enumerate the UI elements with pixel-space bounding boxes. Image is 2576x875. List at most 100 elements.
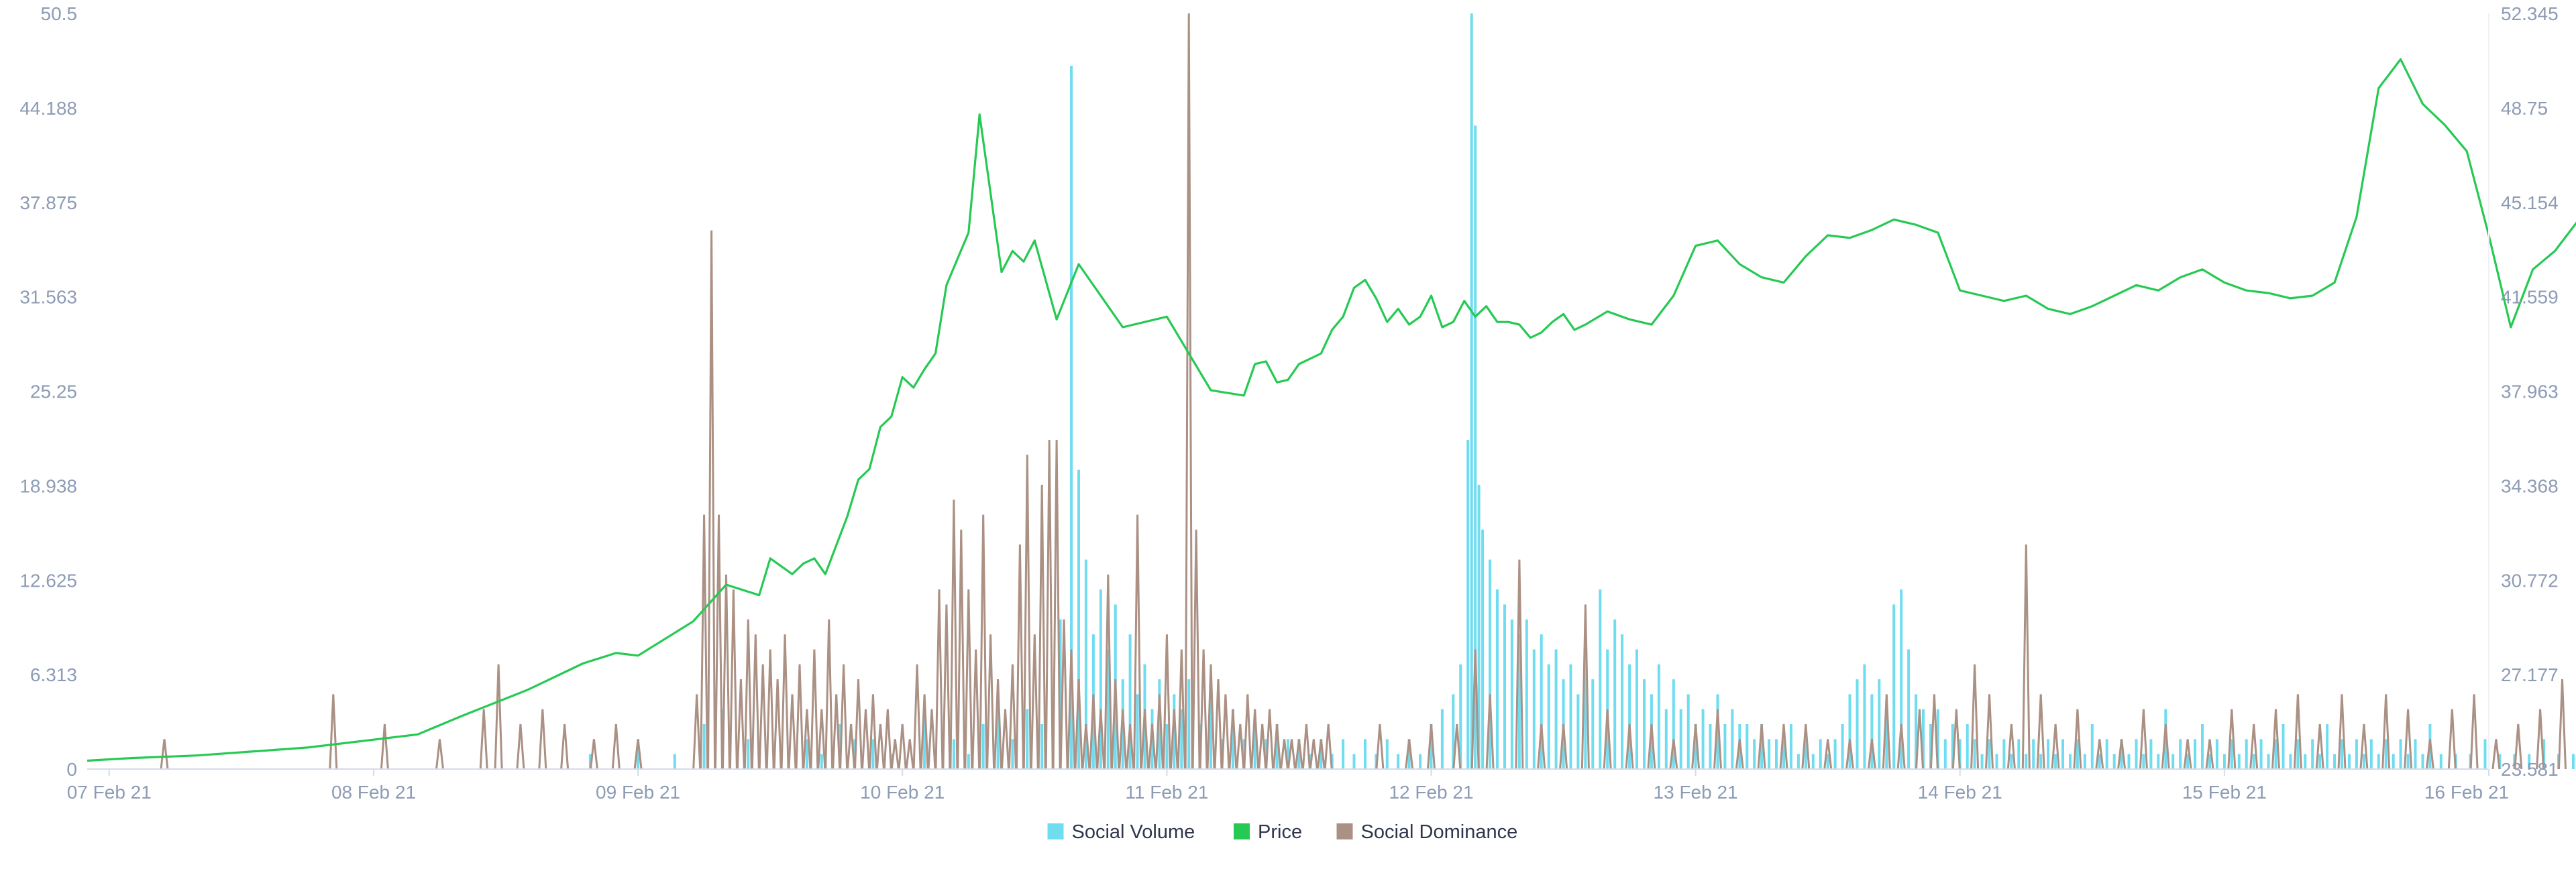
social-volume-bar — [2025, 754, 2028, 769]
social-volume-bar — [1988, 739, 1991, 769]
social-dominance-bar — [964, 589, 973, 770]
social-dominance-bar — [1287, 739, 1296, 770]
social-dominance-bar — [927, 709, 936, 770]
social-dominance-bar — [1001, 709, 1010, 770]
social-volume-bar — [871, 739, 875, 769]
social-volume-bar — [1709, 724, 1712, 769]
social-volume-bar — [2414, 739, 2417, 769]
y-right-tick-label: 27.177 — [2501, 664, 2559, 685]
social-dominance-bar — [1559, 723, 1568, 770]
social-volume-bar — [1870, 694, 1874, 769]
x-tick-label: 13 Feb 21 — [1654, 782, 1738, 803]
y-left-tick-label: 31.563 — [19, 287, 77, 308]
social-dominance-bar — [1647, 723, 1656, 770]
social-dominance-bar — [1067, 649, 1076, 770]
social-dominance-bar — [1405, 739, 1414, 770]
social-volume-bar — [1746, 724, 1749, 769]
social-volume-bar — [2369, 739, 2373, 769]
social-dominance-bar — [2469, 694, 2479, 770]
social-volume-bar — [1804, 739, 1807, 769]
legend-item[interactable]: Social Dominance — [1336, 821, 1518, 843]
social-volume-bar — [1397, 754, 1400, 769]
social-volume-bar — [1136, 694, 1139, 769]
legend-item[interactable]: Social Volume — [1047, 821, 1195, 843]
social-volume-bar — [2392, 754, 2395, 769]
social-volume-bar — [1419, 754, 1422, 769]
social-dominance-bar — [560, 723, 570, 770]
social-volume-bar — [1863, 664, 1866, 769]
y-right-tick-label: 48.75 — [2501, 98, 2548, 119]
social-volume-bar — [2282, 724, 2285, 769]
social-volume-bar — [2112, 754, 2116, 769]
social-volume-bar — [1474, 125, 1477, 769]
social-dominance-bar — [692, 694, 702, 770]
social-volume-bars — [588, 13, 2575, 770]
social-dominance-bar — [2117, 739, 2127, 770]
social-volume-bar — [1275, 724, 1279, 769]
social-dominance-bar — [435, 739, 444, 770]
social-dominance-bar — [1155, 694, 1164, 770]
social-volume-bar — [1811, 754, 1815, 769]
social-volume-bar — [1966, 724, 1969, 769]
social-dominance-bar — [1845, 739, 1854, 770]
social-volume-bar — [1180, 709, 1183, 769]
social-dominance-bar — [700, 514, 709, 770]
social-volume-bar — [2237, 754, 2241, 769]
social-volume-bar — [1723, 724, 1727, 769]
social-dominance-bar — [1485, 694, 1495, 770]
social-dominance-bar — [1228, 709, 1238, 770]
social-dominance-bar — [1199, 649, 1208, 770]
social-dominance-bar — [633, 739, 643, 770]
social-volume-bar — [1540, 634, 1543, 769]
social-volume-bar — [1731, 709, 1734, 769]
social-volume-bar — [2267, 754, 2270, 769]
social-dominance-bar — [1301, 723, 1311, 770]
social-volume-bar — [2318, 754, 2322, 769]
social-dominance-bar — [160, 739, 169, 770]
social-volume-bar — [923, 709, 926, 769]
social-volume-bar — [1547, 664, 1550, 769]
y-right-tick-label: 34.368 — [2501, 475, 2559, 496]
legend-item[interactable]: Price — [1234, 821, 1302, 843]
social-volume-bar — [2061, 739, 2064, 769]
social-volume-bar — [1628, 664, 1631, 769]
x-tick-label: 07 Feb 21 — [67, 782, 152, 803]
social-dominance-bar — [832, 694, 841, 770]
social-volume-bar — [2164, 709, 2167, 769]
social-volume-bar — [1352, 754, 1356, 769]
social-volume-bar — [2245, 739, 2248, 769]
social-volume-bar — [2069, 754, 2072, 769]
social-volume-bar — [2179, 739, 2182, 769]
social-volume-bar — [1841, 724, 1844, 769]
social-dominance-bar — [1177, 649, 1186, 770]
y-right-tick-label: 37.963 — [2501, 382, 2559, 402]
social-dominance-bar — [1757, 723, 1766, 770]
social-dominance-bar — [2491, 739, 2501, 770]
social-dominance-bar — [920, 694, 929, 770]
social-dominance-bar — [479, 709, 488, 770]
social-dominance-bar — [1324, 723, 1333, 770]
y-right-tick-label: 30.772 — [2501, 570, 2559, 591]
social-volume-bar — [1077, 469, 1080, 769]
social-dominance-bar — [1258, 723, 1267, 770]
social-dominance-bar — [1081, 723, 1091, 770]
social-volume-bar — [1958, 739, 1962, 769]
social-dominance-bar — [1118, 709, 1128, 770]
social-volume-bar — [2289, 754, 2292, 769]
social-dominance-bar — [1126, 723, 1135, 770]
social-dominance-bar — [1273, 723, 1282, 770]
social-volume-bar — [2171, 754, 2175, 769]
social-volume-bar — [2355, 739, 2358, 769]
social-dominance-bar — [1537, 723, 1546, 770]
social-dominance-bar — [1970, 664, 1980, 770]
social-volume-bar — [1477, 485, 1481, 769]
social-dominance-bar — [1779, 723, 1788, 770]
social-dominance-bar — [1669, 739, 1678, 770]
social-dominance-bar — [861, 709, 870, 770]
social-volume-bar — [2406, 754, 2410, 769]
social-dominance-bar — [1316, 739, 1326, 770]
social-volume-bar — [1470, 13, 1473, 769]
y-left-tick-label: 50.5 — [41, 3, 78, 24]
